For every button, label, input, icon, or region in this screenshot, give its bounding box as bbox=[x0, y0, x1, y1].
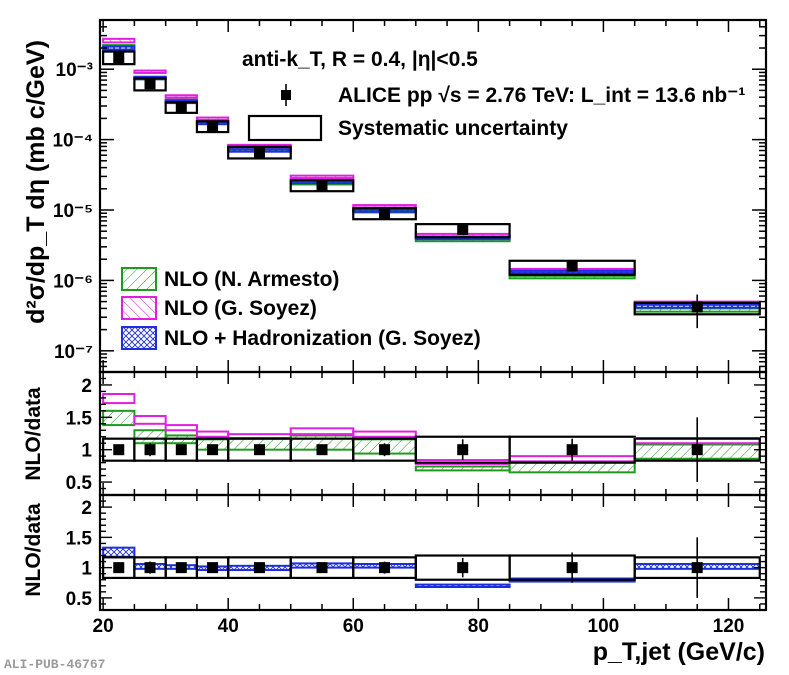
ratio2-hadronization-band-0 bbox=[102, 546, 136, 558]
x-axis-label: p_T,jet (GeV/c) bbox=[593, 638, 765, 666]
ratio1-data-point-0 bbox=[113, 444, 125, 456]
legend-systematic-label: Systematic uncertainty bbox=[338, 117, 568, 140]
publication-id-footer: ALI-PUB-46767 bbox=[4, 657, 105, 672]
armesto-band-8 bbox=[508, 274, 636, 280]
data-point-5 bbox=[316, 179, 328, 191]
ratio2-data-point-4 bbox=[253, 562, 265, 574]
ratio2-data-point-6 bbox=[379, 562, 391, 574]
ratio1-data-point-3 bbox=[207, 444, 219, 456]
x-tick-label-20: 20 bbox=[93, 616, 114, 637]
y-tick-label-1e-6: 10⁻⁶ bbox=[53, 271, 93, 292]
ratio1-soyez-band-3 bbox=[195, 430, 230, 438]
legend-hadronization-swatch bbox=[121, 326, 157, 350]
x-tick-label-100: 100 bbox=[588, 616, 620, 637]
data-point-1 bbox=[144, 78, 156, 90]
jet-definition-annotation: anti-k_T, R = 0.4, |η|<0.5 bbox=[242, 48, 478, 71]
ratio2-y-axis-label: NLO/data bbox=[22, 503, 45, 597]
soyez-band-0 bbox=[102, 37, 136, 44]
ratio1-y-axis-label: NLO/data bbox=[22, 387, 45, 481]
ratio2-data-point-8 bbox=[566, 562, 578, 574]
ratio2-y-tick-label-2: 2 bbox=[81, 498, 92, 519]
y-tick-label-1e-7: 10⁻⁷ bbox=[54, 342, 93, 363]
y-tick-label-1e-3: 10⁻³ bbox=[56, 60, 94, 81]
x-tick-label-120: 120 bbox=[713, 616, 745, 637]
ratio1-y-tick-label-1: 1 bbox=[81, 441, 92, 462]
data-point-3 bbox=[207, 120, 219, 132]
data-point-2 bbox=[175, 101, 187, 113]
ratio2-data-point-5 bbox=[316, 562, 328, 574]
ratio1-data-point-7 bbox=[457, 444, 469, 456]
data-point-4 bbox=[253, 146, 265, 158]
legend-data-label: ALICE pp √s = 2.76 TeV: L_int = 13.6 nb⁻… bbox=[338, 84, 745, 107]
data-point-6 bbox=[379, 207, 391, 219]
ratio1-soyez-band-1 bbox=[133, 415, 167, 425]
ratio1-data-point-5 bbox=[316, 444, 328, 456]
ratio1-armesto-band-7 bbox=[414, 465, 511, 472]
ratio1-data-point-2 bbox=[175, 444, 187, 456]
ratio1-y-tick-label-2: 2 bbox=[81, 376, 92, 397]
ratio1-y-tick-label-1.5: 1.5 bbox=[66, 408, 93, 429]
data-point-8 bbox=[566, 260, 578, 272]
ratio1-data-point-8 bbox=[566, 444, 578, 456]
legend-data-marker bbox=[281, 90, 291, 100]
soyez-band-2 bbox=[164, 94, 198, 99]
ratio1-soyez-band-0 bbox=[102, 393, 136, 405]
ratio2-y-tick-label-1.5: 1.5 bbox=[66, 528, 93, 549]
ratio2-hadronization-band-7 bbox=[414, 583, 511, 588]
ratio1-y-tick-label-0.5: 0.5 bbox=[66, 473, 93, 494]
x-tick-label-60: 60 bbox=[343, 616, 364, 637]
soyez-band-3 bbox=[195, 116, 230, 121]
ratio1-panel-frame bbox=[98, 370, 768, 497]
soyez-band-1 bbox=[133, 69, 167, 74]
ratio2-y-tick-label-1: 1 bbox=[81, 559, 92, 580]
y-tick-label-1e-4: 10⁻⁴ bbox=[52, 131, 93, 152]
soyez-band-5 bbox=[289, 174, 355, 180]
ratio1-data-point-6 bbox=[379, 444, 391, 456]
legend-soyez-swatch bbox=[121, 296, 157, 320]
ratio2-data-point-2 bbox=[175, 562, 187, 574]
main-y-axis-label: d²σ/dp_T dη (mb c/GeV) bbox=[22, 40, 50, 324]
ratio2-data-point-1 bbox=[144, 562, 156, 574]
ratio2-data-point-7 bbox=[457, 562, 469, 574]
ratio1-data-point-9 bbox=[691, 444, 703, 456]
legend-hadronization-label: NLO + Hadronization (G. Soyez) bbox=[164, 327, 481, 350]
data-point-9 bbox=[691, 301, 703, 313]
legend-armesto-swatch bbox=[121, 267, 157, 291]
systematic-box-0 bbox=[102, 50, 136, 66]
soyez-band-6 bbox=[352, 204, 417, 209]
x-tick-label-40: 40 bbox=[218, 616, 239, 637]
legend-systematic-box bbox=[247, 114, 323, 142]
data-point-0 bbox=[113, 52, 125, 64]
ratio1-data-point-4 bbox=[253, 444, 265, 456]
legend-armesto-label: NLO (N. Armesto) bbox=[164, 268, 339, 291]
ratio1-soyez-band-2 bbox=[164, 424, 198, 432]
ratio2-data-point-3 bbox=[207, 562, 219, 574]
legend-soyez-label: NLO (G. Soyez) bbox=[164, 297, 317, 320]
ratio2-y-tick-label-0.5: 0.5 bbox=[66, 589, 93, 610]
ratio2-panel-frame bbox=[98, 493, 768, 612]
ratio1-soyez-band-5 bbox=[289, 427, 355, 436]
ratio1-armesto-band-1 bbox=[133, 429, 167, 445]
x-tick-label-80: 80 bbox=[468, 616, 489, 637]
ratio1-soyez-band-6 bbox=[352, 430, 417, 438]
hadronization-band-0 bbox=[102, 45, 136, 51]
ratio1-armesto-band-8 bbox=[508, 461, 636, 474]
data-point-7 bbox=[457, 223, 469, 235]
ratio2-data-point-9 bbox=[691, 562, 703, 574]
y-tick-label-1e-5: 10⁻⁵ bbox=[53, 201, 93, 222]
ratio2-data-point-0 bbox=[113, 562, 125, 574]
ratio1-data-point-1 bbox=[144, 444, 156, 456]
